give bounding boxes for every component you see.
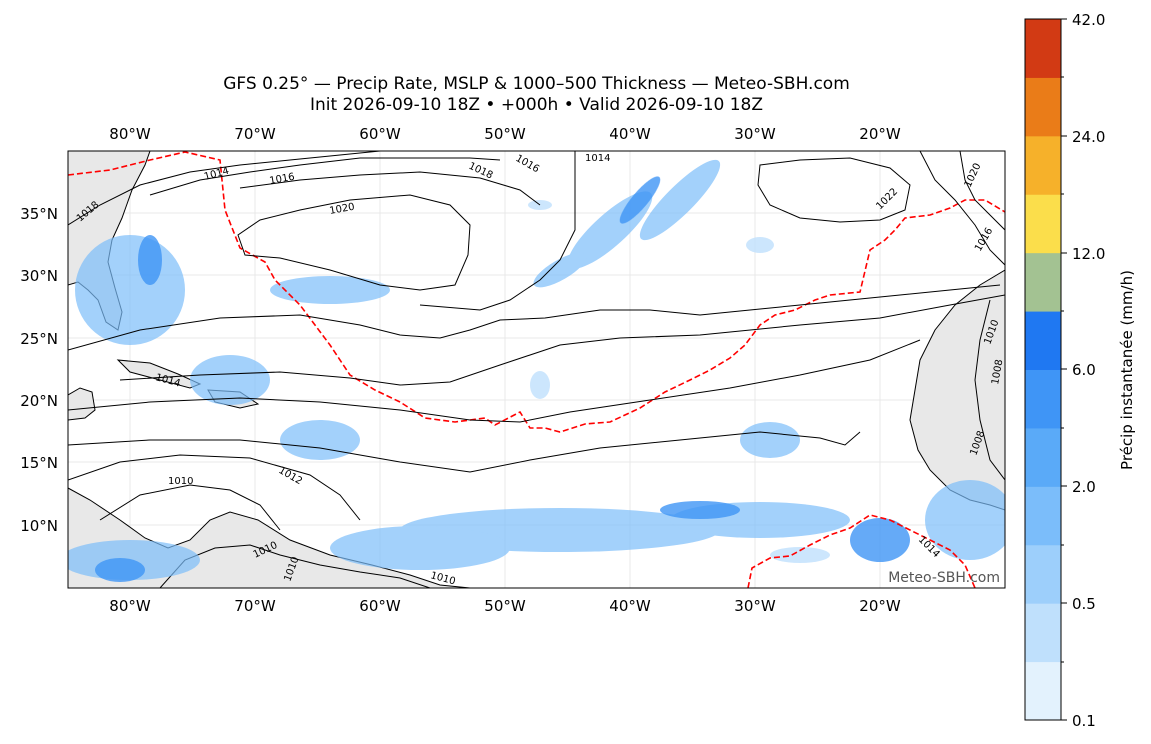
- watermark: Meteo-SBH.com: [888, 570, 1000, 586]
- colorbar-segment: [1025, 194, 1061, 254]
- colorbar-segment: [1025, 603, 1061, 663]
- colorbar-tick-label: 42.0: [1072, 11, 1105, 29]
- colorbar-segment: [1025, 544, 1061, 604]
- colorbar-tick-label: 6.0: [1072, 361, 1096, 379]
- yucatan-land: [68, 387, 96, 421]
- thickness-5640-line: [68, 151, 1005, 433]
- precipitation-field: [68, 159, 1005, 582]
- map-subtitle: Init 2026-09-10 18Z • +000h • Valid 2026…: [309, 95, 764, 115]
- lon-tick-label: 70°W: [234, 597, 276, 615]
- lat-tick-label: 15°N: [20, 454, 58, 472]
- lat-tick-label: 20°N: [20, 392, 58, 410]
- lon-ticks-bottom: 80°W 70°W 60°W 50°W 40°W 30°W 20°W: [109, 597, 901, 615]
- isobar-label: 1016: [269, 172, 296, 187]
- colorbar-segment: [1025, 661, 1061, 721]
- colorbar-tick-label: 24.0: [1072, 128, 1105, 146]
- colorbar-segment: [1025, 77, 1061, 137]
- isobars: [68, 151, 1005, 531]
- colorbar-segment: [1025, 19, 1061, 78]
- lat-tick-label: 10°N: [20, 517, 58, 535]
- colorbar-tick-label: 0.1: [1072, 712, 1096, 730]
- map-frame: [67, 150, 1006, 589]
- lon-tick-label: 20°W: [859, 597, 901, 615]
- colorbar-label: Précip instantanée (mm/h): [1118, 270, 1136, 470]
- south-america-land: [159, 544, 431, 588]
- lon-tick-label: 70°W: [234, 125, 276, 143]
- lon-tick-label: 40°W: [609, 597, 651, 615]
- colorbar-tick-label: 0.5: [1072, 595, 1096, 613]
- lon-tick-label: 80°W: [109, 125, 151, 143]
- colorbar-segment: [1025, 252, 1061, 312]
- map-area: 1018 1014 1016 1018 1016 1014 1020 1020 …: [68, 151, 1005, 588]
- colorbar-segment: [1025, 427, 1061, 487]
- lat-ticks-left: 35°N 30°N 25°N 20°N 15°N 10°N: [20, 205, 58, 535]
- lon-tick-label: 60°W: [359, 125, 401, 143]
- colorbar-ticks: [1061, 18, 1067, 721]
- thickness-5640-line-south: [747, 514, 976, 588]
- isobar-label: 1010: [168, 476, 193, 487]
- colorbar-tick-label: 2.0: [1072, 478, 1096, 496]
- lon-tick-label: 30°W: [734, 125, 776, 143]
- isobar-label: 1014: [585, 153, 610, 164]
- lon-tick-label: 50°W: [484, 597, 526, 615]
- lon-tick-label: 80°W: [109, 597, 151, 615]
- lat-tick-label: 35°N: [20, 205, 58, 223]
- colorbar-segments: [1025, 19, 1061, 721]
- lon-tick-label: 40°W: [609, 125, 651, 143]
- colorbar-tick-label: 12.0: [1072, 245, 1105, 263]
- colorbar-segment: [1025, 311, 1061, 370]
- lon-tick-label: 60°W: [359, 597, 401, 615]
- colorbar-segment: [1025, 486, 1061, 546]
- colorbar: 42.0 24.0 12.0 6.0 2.0 0.5 0.1 Précip in…: [1024, 11, 1136, 730]
- isobar-label: 1020: [329, 202, 356, 217]
- lon-ticks-top: 80°W 70°W 60°W 50°W 40°W 30°W 20°W: [109, 125, 901, 143]
- colorbar-segment: [1025, 135, 1061, 195]
- isobar-label: 1008: [990, 359, 1005, 386]
- lat-tick-label: 25°N: [20, 330, 58, 348]
- map-title: GFS 0.25° — Precip Rate, MSLP & 1000–500…: [223, 74, 850, 94]
- lon-tick-label: 30°W: [734, 597, 776, 615]
- lon-tick-label: 20°W: [859, 125, 901, 143]
- colorbar-segment: [1025, 369, 1061, 429]
- lon-tick-label: 50°W: [484, 125, 526, 143]
- lat-tick-label: 30°N: [20, 267, 58, 285]
